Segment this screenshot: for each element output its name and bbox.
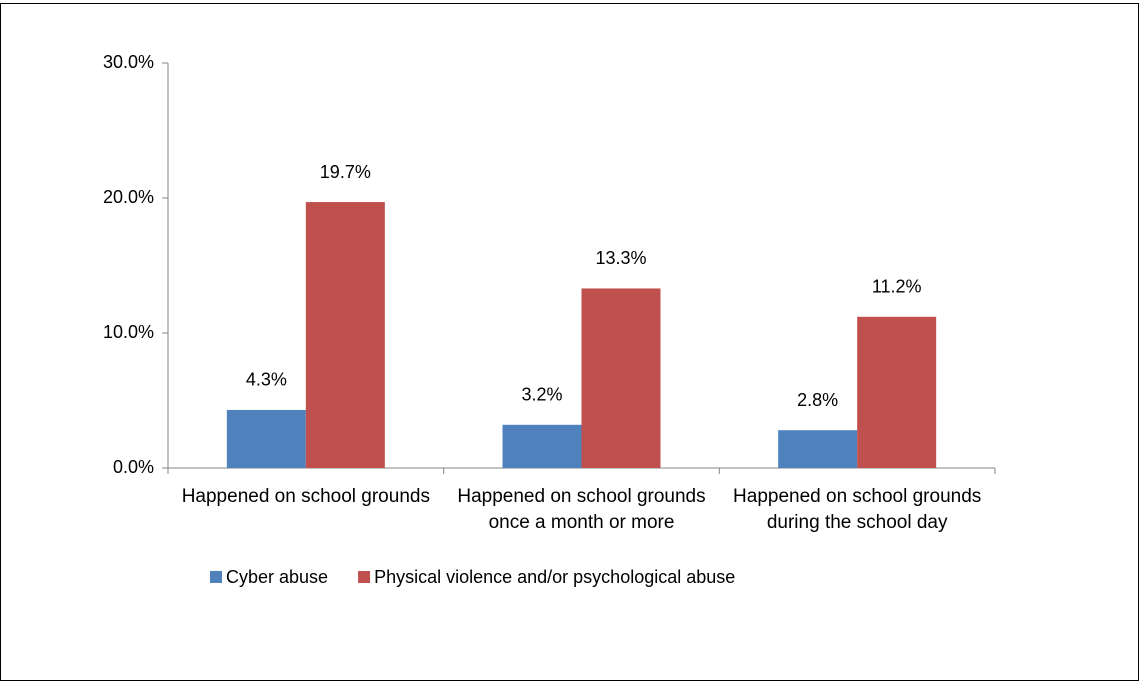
- value-label: 2.8%: [797, 390, 838, 410]
- x-tick-label: Happened on school grounds during the sc…: [733, 486, 982, 533]
- x-tick-label: Happened on school grounds once a month …: [457, 486, 706, 533]
- bar: [502, 424, 582, 468]
- legend-label: Cyber abuse: [226, 567, 328, 587]
- legend-swatch: [210, 571, 222, 583]
- value-label: 4.3%: [246, 370, 287, 390]
- bar: [778, 430, 858, 468]
- bar: [305, 202, 385, 469]
- value-label: 13.3%: [595, 248, 646, 268]
- y-tick-label: 20.0%: [103, 187, 154, 207]
- bar: [226, 409, 306, 468]
- x-tick-label: Happened on school grounds: [181, 486, 430, 507]
- value-label: 3.2%: [521, 385, 562, 405]
- bar: [581, 288, 661, 468]
- value-label: 11.2%: [872, 277, 922, 297]
- y-tick-label: 30.0%: [103, 52, 154, 72]
- bar: [857, 316, 937, 468]
- y-tick-label: 0.0%: [113, 457, 154, 477]
- y-tick-label: 10.0%: [103, 322, 154, 342]
- value-label: 19.7%: [320, 162, 371, 182]
- legend-label: Physical violence and/or psychological a…: [374, 567, 735, 587]
- legend-swatch: [358, 571, 371, 583]
